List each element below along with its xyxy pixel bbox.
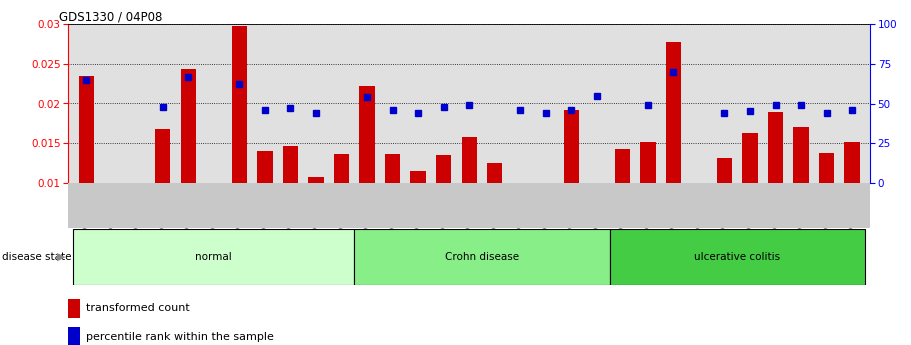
Bar bbox=[155, 129, 170, 183]
Bar bbox=[385, 154, 400, 183]
Bar bbox=[436, 155, 451, 183]
Bar bbox=[793, 127, 809, 183]
Bar bbox=[68, 299, 80, 318]
Bar bbox=[411, 171, 425, 183]
Text: disease state: disease state bbox=[2, 252, 71, 262]
Bar bbox=[564, 110, 579, 183]
FancyBboxPatch shape bbox=[74, 229, 354, 285]
FancyBboxPatch shape bbox=[609, 229, 865, 285]
Bar bbox=[282, 146, 298, 183]
Text: ulcerative colitis: ulcerative colitis bbox=[694, 252, 781, 262]
Bar bbox=[308, 177, 323, 183]
Bar bbox=[844, 141, 860, 183]
Bar bbox=[717, 158, 732, 183]
Text: transformed count: transformed count bbox=[87, 303, 189, 313]
Bar bbox=[615, 149, 630, 183]
Text: GDS1330 / 04P08: GDS1330 / 04P08 bbox=[59, 10, 162, 23]
Bar bbox=[487, 163, 502, 183]
Text: percentile rank within the sample: percentile rank within the sample bbox=[87, 332, 274, 342]
Bar bbox=[359, 86, 374, 183]
FancyBboxPatch shape bbox=[354, 229, 609, 285]
Text: Crohn disease: Crohn disease bbox=[445, 252, 519, 262]
Text: normal: normal bbox=[196, 252, 232, 262]
Bar bbox=[819, 153, 834, 183]
Bar bbox=[68, 327, 80, 345]
Bar bbox=[333, 154, 349, 183]
Bar bbox=[742, 133, 758, 183]
Bar bbox=[640, 142, 656, 183]
Bar bbox=[768, 112, 783, 183]
Bar bbox=[78, 76, 94, 183]
Bar bbox=[180, 69, 196, 183]
Bar bbox=[257, 151, 272, 183]
Bar bbox=[666, 42, 681, 183]
Bar bbox=[231, 26, 247, 183]
Text: ▶: ▶ bbox=[57, 252, 66, 262]
Bar bbox=[462, 137, 476, 183]
